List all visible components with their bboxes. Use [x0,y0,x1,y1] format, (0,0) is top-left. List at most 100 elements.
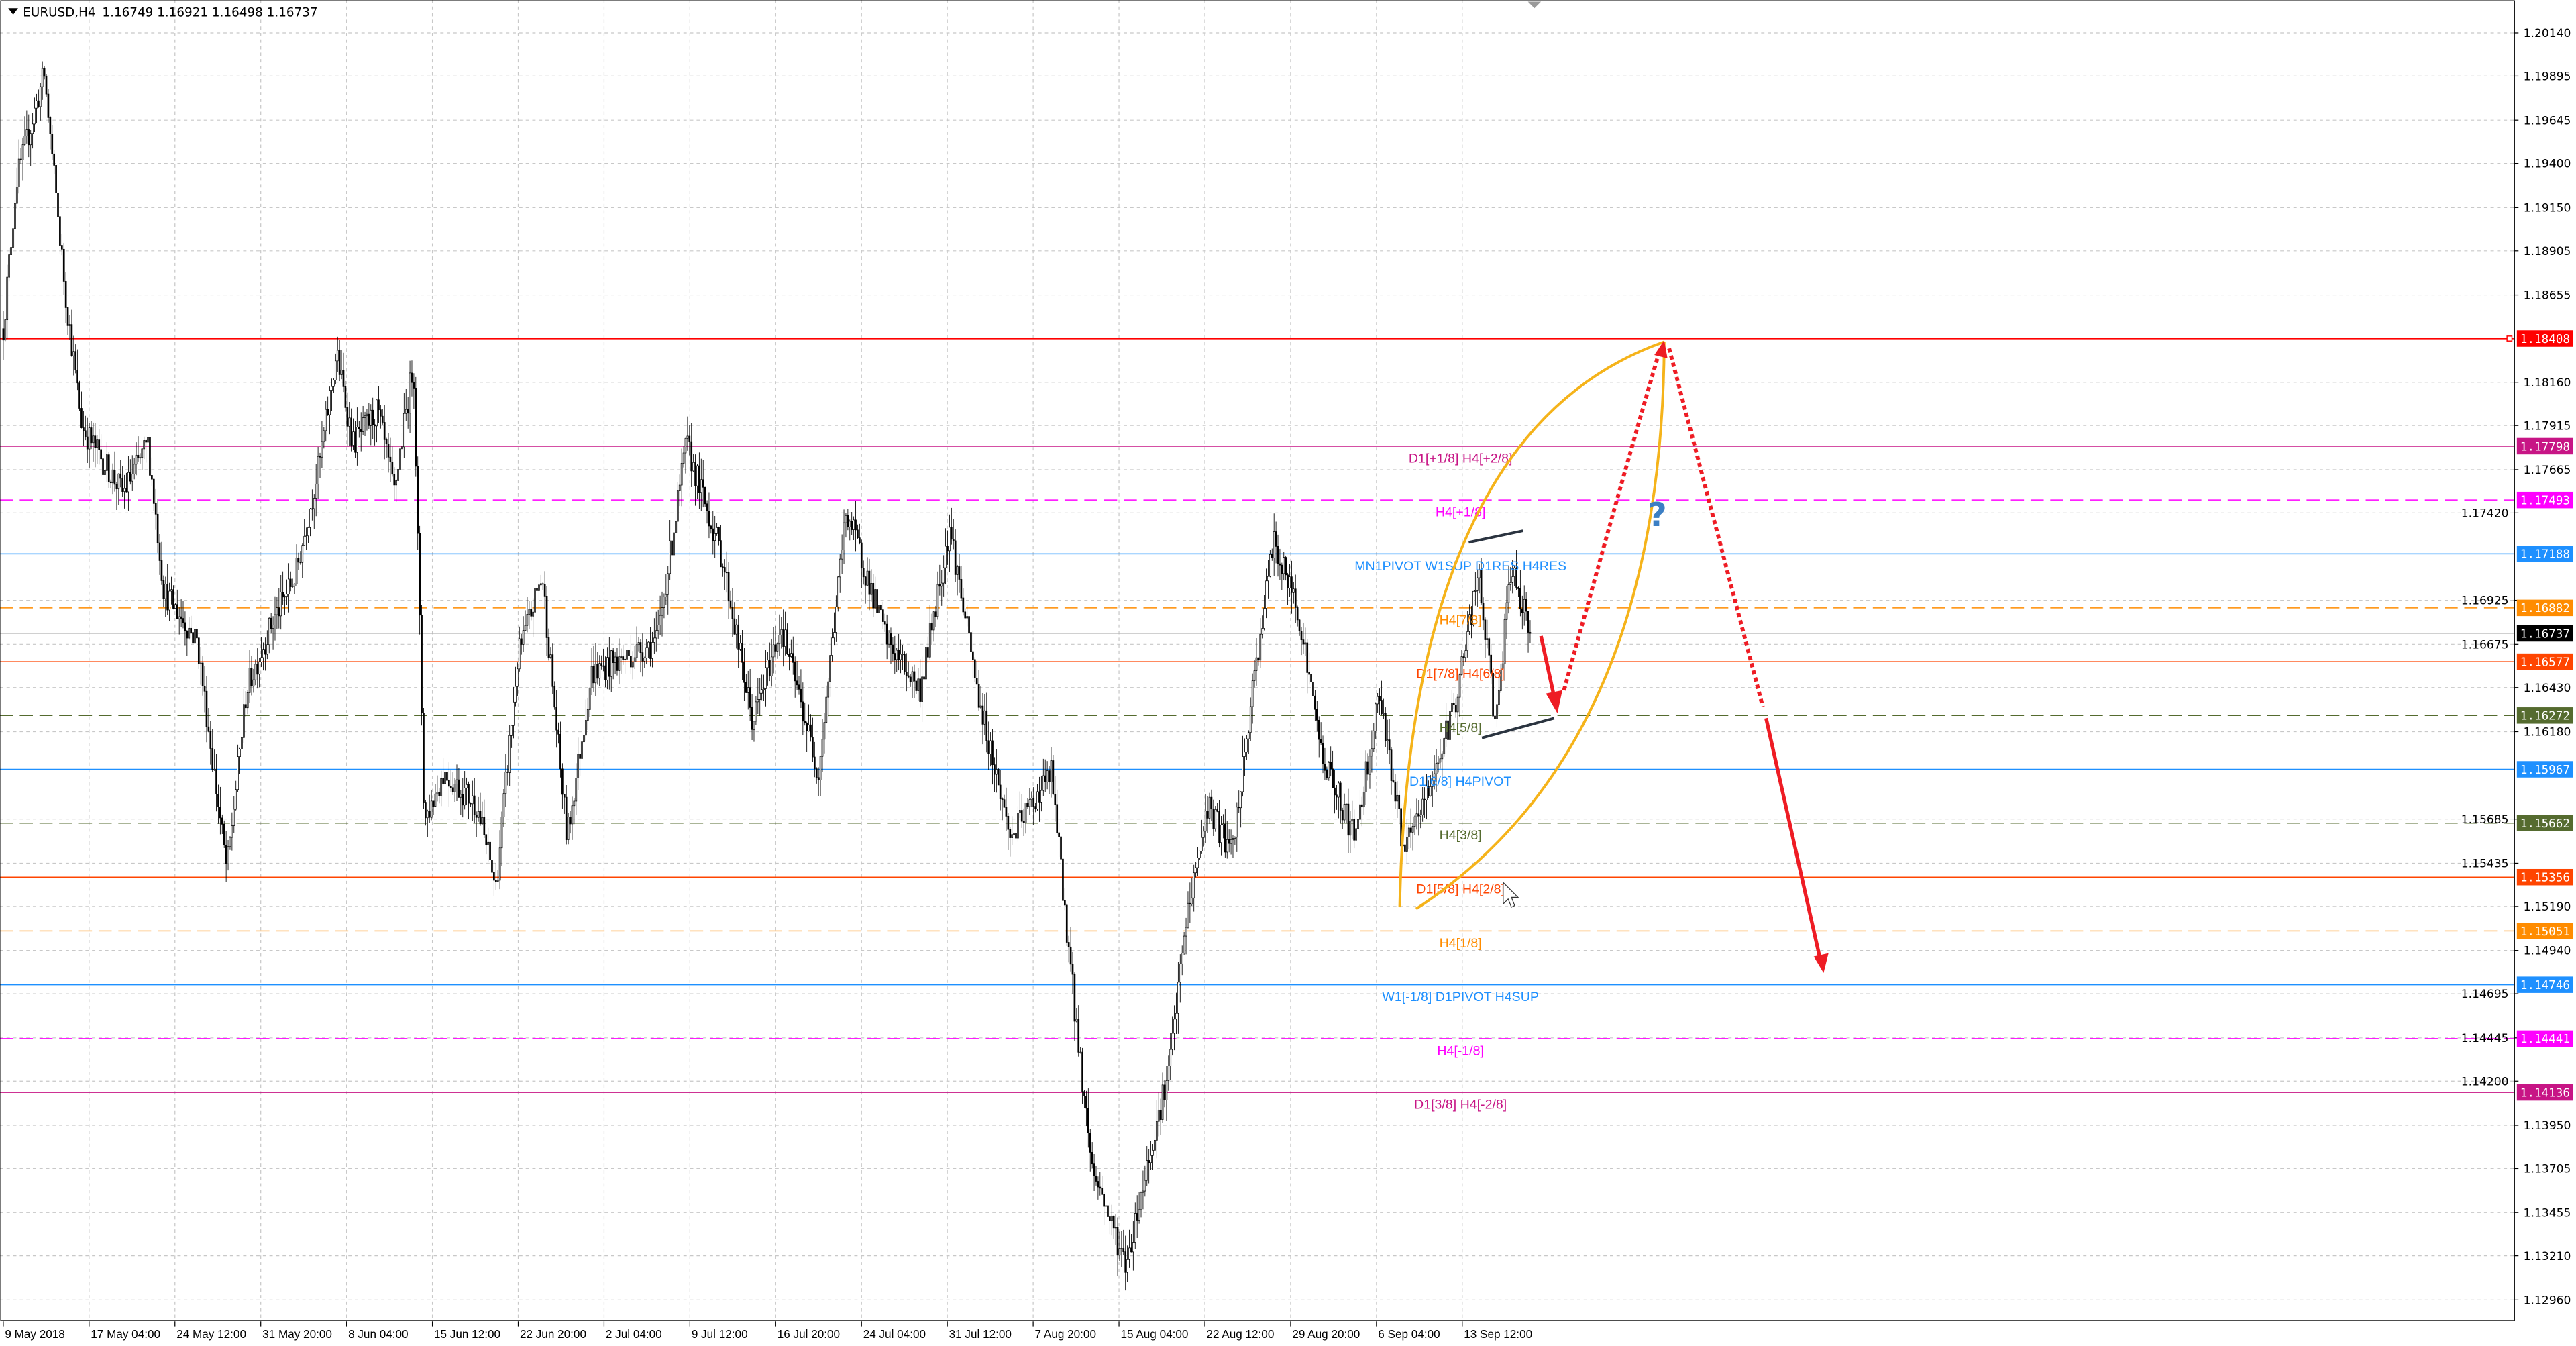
time-axis[interactable]: 9 May 2018 17 May 04:00 24 May 12:00 31 May… [3,1321,1532,1341]
candle-body [641,652,644,662]
candle-body [344,386,347,408]
candle-body [823,722,826,740]
candle-body [1018,810,1021,813]
candle-body [356,427,358,453]
candle-body [563,794,566,798]
candles [2,61,1532,1291]
candle-body [997,769,1000,786]
red-arrow-long[interactable] [1764,717,1823,960]
candle-body [515,686,517,703]
candle-body [256,664,259,675]
candle-body [1421,798,1424,815]
candle-body [1226,839,1228,853]
candle-body [246,692,249,709]
lower-trendline[interactable] [1481,717,1555,739]
candle-body [518,638,521,670]
candle-body [661,607,663,616]
candle-body [718,527,720,541]
candle-body [451,787,454,792]
candle-body [1249,706,1252,733]
candle-body [776,643,779,652]
candle-body [260,657,262,662]
candle-body [588,687,591,710]
candle-body [34,107,36,125]
candle-body [508,735,511,773]
candle-body [266,644,268,655]
candle-body [68,324,71,326]
candle-body [1381,700,1383,715]
candle-body [1470,614,1472,625]
price-tick-label: 1.19150 [2524,201,2571,215]
candle-body [686,435,689,439]
candle-body [1351,819,1354,822]
orange-arc-right[interactable] [1415,342,1666,911]
dotted-arrow-up[interactable] [1562,351,1662,691]
scroll-marker-icon[interactable] [1527,1,1542,9]
candle-body [1318,719,1320,740]
candle-body [970,632,972,652]
candle-body [780,629,783,635]
candle-body [92,435,95,444]
upper-trendline[interactable] [1468,529,1523,544]
candle-body [1230,839,1232,844]
price-tag [2516,868,2573,886]
price-tick-label: 1.18160 [2524,376,2571,390]
candle-body [479,811,482,825]
time-tick-label: 9 May 2018 [5,1327,64,1341]
candle-body [682,452,685,464]
orange-arc-left[interactable] [1398,340,1665,908]
candle-body [192,632,194,644]
candle-body [962,597,965,613]
candle-body [1375,703,1377,731]
candle-body [372,409,374,425]
candle-body [201,662,204,686]
candle-body [751,707,753,730]
candle-body [800,688,802,703]
candle-body [147,437,149,443]
mouse-cursor-icon [1503,881,1519,908]
candle-body [207,726,210,732]
candle-body [333,380,335,387]
candle-body [168,590,170,611]
price-tick-label: 1.14695 [2461,988,2509,1001]
candle-body [1155,1121,1158,1141]
candle-body [788,654,790,657]
candle-body [1222,823,1224,825]
candle-body [83,427,85,431]
candle-body [1079,1051,1082,1053]
candle-body [158,542,161,561]
candle-body [1521,608,1523,613]
triangle-down-icon[interactable] [8,8,18,15]
candle-body [1377,696,1379,705]
candle-body [250,668,253,687]
candle-body [1279,563,1281,566]
candle-body [76,370,78,384]
candle-body [325,409,327,431]
candle-body [1022,821,1025,823]
candle-body [1308,672,1310,675]
candle-body [21,144,24,160]
candle-body [1042,775,1044,791]
candle-body [985,710,988,741]
candle-body [1048,770,1051,782]
price-tick-label: 1.17915 [2524,419,2571,433]
candle-body [1439,758,1442,763]
dotted-arrow-down[interactable] [1667,348,1765,707]
candle-body [663,597,665,608]
candle-body [1275,531,1277,547]
candle-body [323,430,325,442]
candle-body [364,415,366,418]
candle-body [952,539,955,541]
candle-body [716,527,718,534]
candle-body [673,532,675,556]
candle-body [608,657,610,677]
drawings[interactable]: ? [1398,340,1829,974]
candle-body [729,601,732,608]
candle-body [1201,837,1203,851]
candle-body [1507,584,1510,603]
price-axis[interactable]: 1.20140 1.19895 1.19645 1.19400 1.19150 1.189… [2461,27,2571,1307]
price-tick-label: 1.13705 [2524,1163,2571,1176]
red-arrow-short[interactable] [1539,635,1556,698]
candle-body [289,578,292,587]
